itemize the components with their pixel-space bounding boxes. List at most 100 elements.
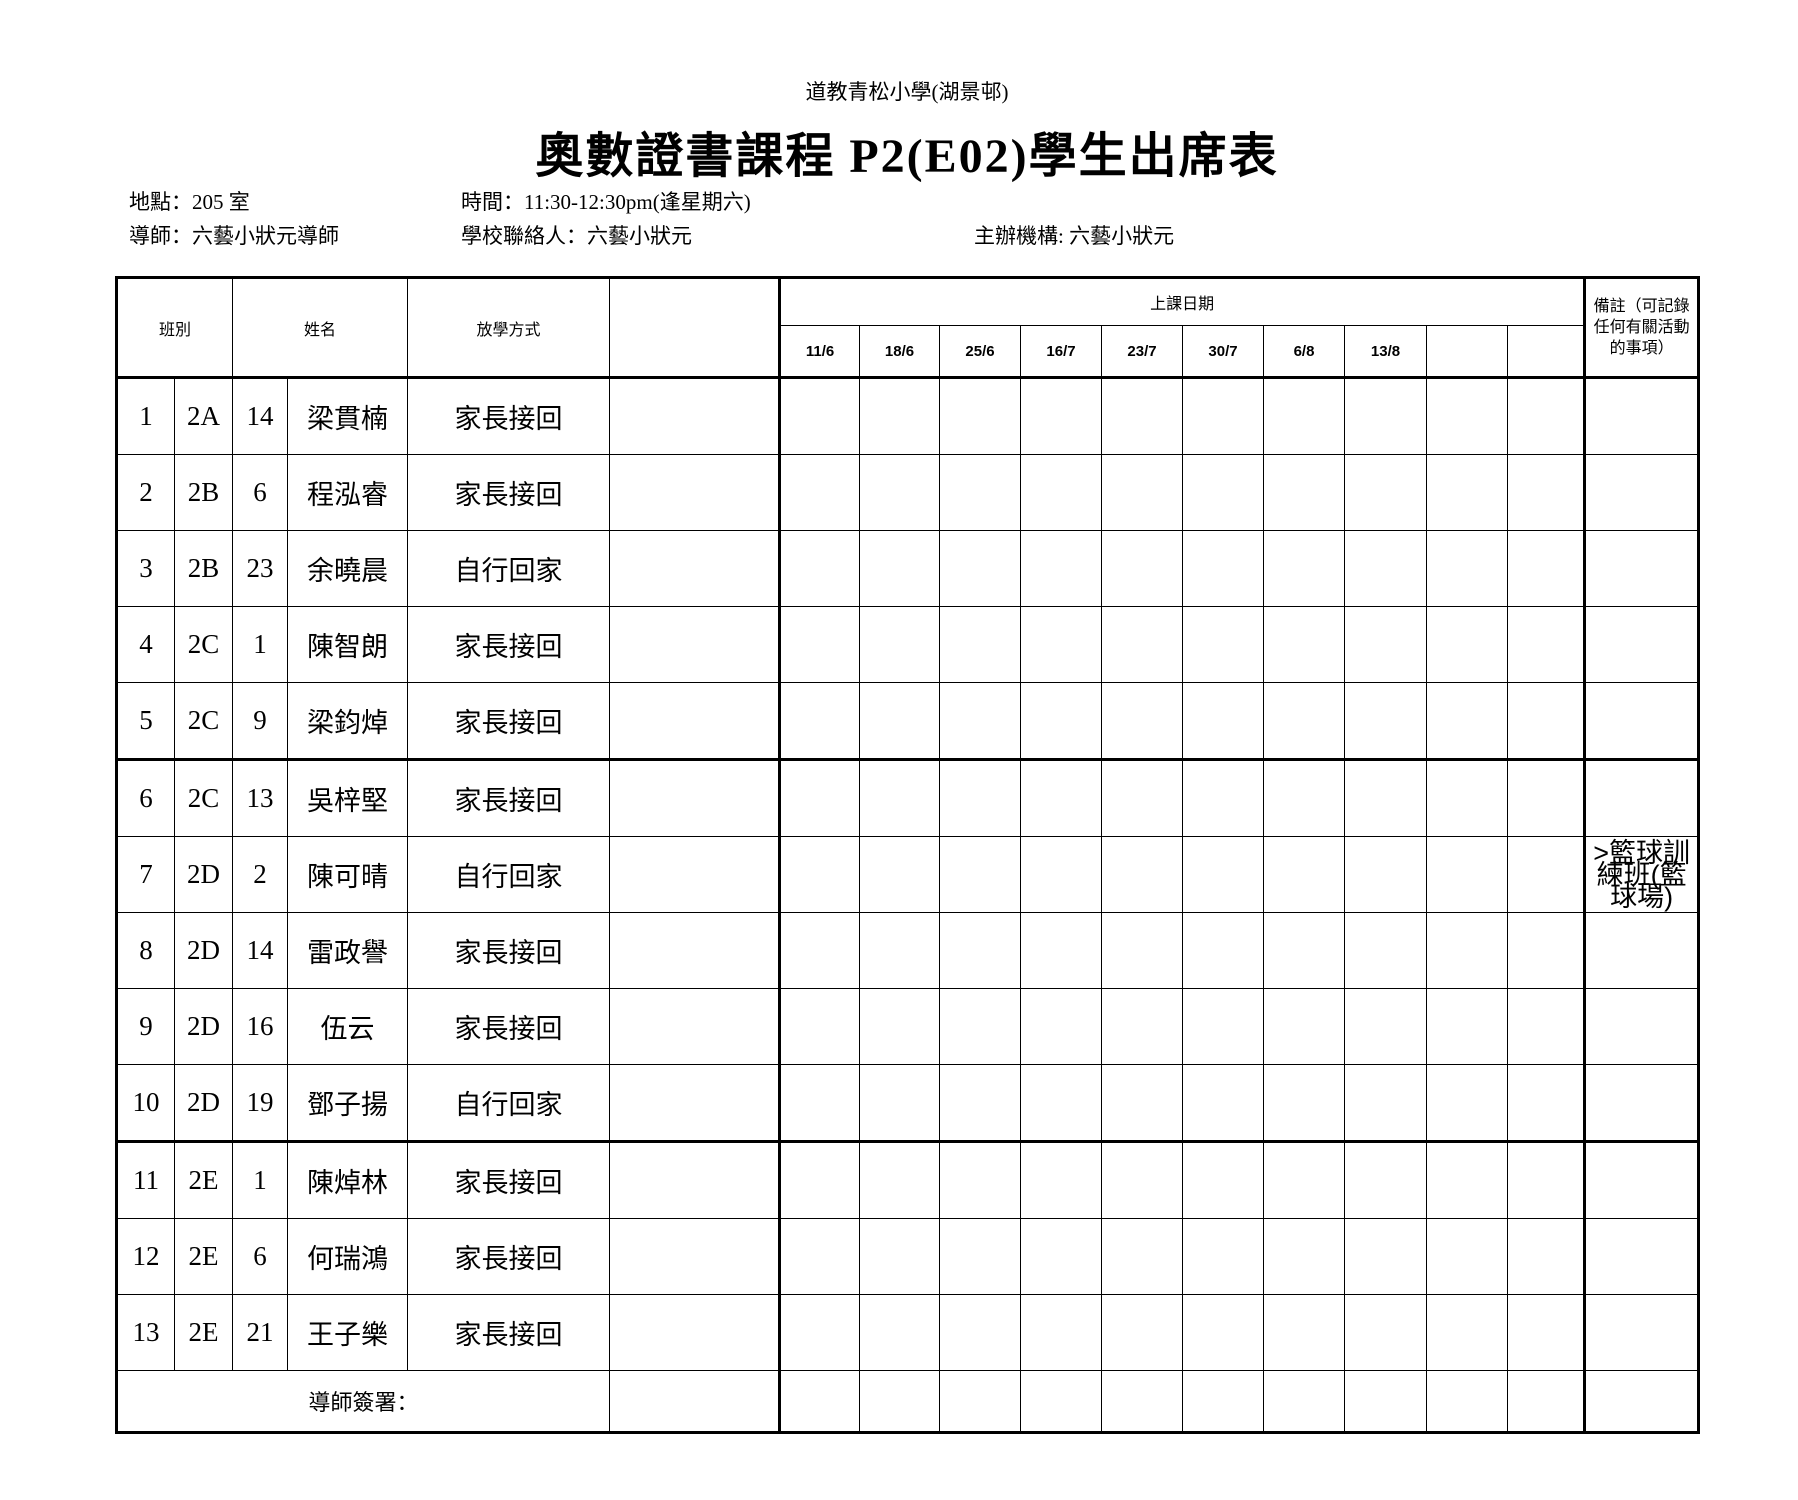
attendance-cell[interactable]	[1426, 758, 1509, 837]
attendance-cell[interactable]	[1426, 1140, 1509, 1219]
attendance-cell[interactable]	[1263, 1294, 1346, 1371]
attendance-cell[interactable]	[1101, 912, 1184, 989]
signature-cell[interactable]	[1507, 1370, 1586, 1433]
attendance-cell[interactable]	[778, 606, 861, 683]
signature-cell[interactable]	[939, 1370, 1022, 1433]
attendance-cell[interactable]	[1426, 1218, 1509, 1295]
attendance-cell[interactable]	[1263, 988, 1346, 1065]
attendance-cell[interactable]	[1020, 758, 1103, 837]
attendance-cell[interactable]	[1101, 606, 1184, 683]
attendance-cell[interactable]	[939, 1064, 1022, 1142]
attendance-cell[interactable]	[1507, 606, 1586, 683]
signature-cell[interactable]	[1101, 1370, 1184, 1433]
attendance-cell[interactable]	[1507, 530, 1586, 607]
attendance-cell[interactable]	[1182, 758, 1265, 837]
signature-cell[interactable]	[1344, 1370, 1428, 1433]
attendance-cell[interactable]	[1344, 1140, 1428, 1219]
attendance-cell[interactable]	[1507, 988, 1586, 1065]
attendance-cell[interactable]	[859, 454, 941, 531]
attendance-cell[interactable]	[1101, 454, 1184, 531]
signature-cell[interactable]	[1426, 1370, 1509, 1433]
attendance-cell[interactable]	[778, 454, 861, 531]
attendance-cell[interactable]	[1101, 836, 1184, 913]
attendance-cell[interactable]	[1182, 454, 1265, 531]
attendance-cell[interactable]	[1020, 1218, 1103, 1295]
attendance-cell[interactable]	[859, 1218, 941, 1295]
attendance-cell[interactable]	[939, 377, 1022, 455]
attendance-cell[interactable]	[1426, 454, 1509, 531]
attendance-cell[interactable]	[939, 454, 1022, 531]
attendance-cell[interactable]	[859, 988, 941, 1065]
attendance-cell[interactable]	[939, 1294, 1022, 1371]
attendance-cell[interactable]	[1263, 377, 1346, 455]
signature-cell[interactable]	[859, 1370, 941, 1433]
attendance-cell[interactable]	[1182, 988, 1265, 1065]
attendance-cell[interactable]	[1507, 836, 1586, 913]
attendance-cell[interactable]	[1263, 1064, 1346, 1142]
attendance-cell[interactable]	[778, 758, 861, 837]
attendance-cell[interactable]	[939, 682, 1022, 760]
attendance-cell[interactable]	[1507, 1140, 1586, 1219]
attendance-cell[interactable]	[859, 606, 941, 683]
attendance-cell[interactable]	[1263, 682, 1346, 760]
attendance-cell[interactable]	[939, 1218, 1022, 1295]
attendance-cell[interactable]	[1020, 454, 1103, 531]
attendance-cell[interactable]	[1101, 1064, 1184, 1142]
attendance-cell[interactable]	[1344, 682, 1428, 760]
attendance-cell[interactable]	[1344, 454, 1428, 531]
attendance-cell[interactable]	[859, 758, 941, 837]
attendance-cell[interactable]	[859, 1294, 941, 1371]
attendance-cell[interactable]	[859, 1064, 941, 1142]
attendance-cell[interactable]	[1426, 1294, 1509, 1371]
attendance-cell[interactable]	[1507, 912, 1586, 989]
attendance-cell[interactable]	[1101, 988, 1184, 1065]
attendance-cell[interactable]	[1020, 988, 1103, 1065]
attendance-cell[interactable]	[1344, 606, 1428, 683]
signature-cell[interactable]	[778, 1370, 861, 1433]
attendance-cell[interactable]	[859, 530, 941, 607]
attendance-cell[interactable]	[939, 758, 1022, 837]
attendance-cell[interactable]	[1344, 377, 1428, 455]
signature-cell[interactable]	[1182, 1370, 1265, 1433]
attendance-cell[interactable]	[778, 912, 861, 989]
attendance-cell[interactable]	[1020, 1294, 1103, 1371]
attendance-cell[interactable]	[1020, 1140, 1103, 1219]
attendance-cell[interactable]	[1263, 1218, 1346, 1295]
attendance-cell[interactable]	[1101, 530, 1184, 607]
attendance-cell[interactable]	[939, 836, 1022, 913]
attendance-cell[interactable]	[1182, 1064, 1265, 1142]
attendance-cell[interactable]	[1020, 606, 1103, 683]
attendance-cell[interactable]	[1344, 758, 1428, 837]
attendance-cell[interactable]	[1507, 454, 1586, 531]
attendance-cell[interactable]	[1020, 912, 1103, 989]
attendance-cell[interactable]	[1344, 1218, 1428, 1295]
attendance-cell[interactable]	[1020, 377, 1103, 455]
attendance-cell[interactable]	[1426, 912, 1509, 989]
attendance-cell[interactable]	[1344, 912, 1428, 989]
attendance-cell[interactable]	[1263, 912, 1346, 989]
attendance-cell[interactable]	[1182, 377, 1265, 455]
attendance-cell[interactable]	[939, 606, 1022, 683]
attendance-cell[interactable]	[1507, 682, 1586, 760]
attendance-cell[interactable]	[1101, 682, 1184, 760]
attendance-cell[interactable]	[1101, 1294, 1184, 1371]
attendance-cell[interactable]	[778, 1064, 861, 1142]
attendance-cell[interactable]	[778, 836, 861, 913]
attendance-cell[interactable]	[1344, 530, 1428, 607]
attendance-cell[interactable]	[859, 682, 941, 760]
attendance-cell[interactable]	[1020, 530, 1103, 607]
attendance-cell[interactable]	[778, 988, 861, 1065]
attendance-cell[interactable]	[1507, 758, 1586, 837]
attendance-cell[interactable]	[1344, 1294, 1428, 1371]
attendance-cell[interactable]	[1020, 836, 1103, 913]
attendance-cell[interactable]	[1101, 758, 1184, 837]
attendance-cell[interactable]	[1507, 377, 1586, 455]
signature-cell[interactable]	[1020, 1370, 1103, 1433]
attendance-cell[interactable]	[859, 836, 941, 913]
attendance-cell[interactable]	[1426, 606, 1509, 683]
attendance-cell[interactable]	[1182, 1140, 1265, 1219]
attendance-cell[interactable]	[1101, 1140, 1184, 1219]
attendance-cell[interactable]	[1344, 836, 1428, 913]
attendance-cell[interactable]	[778, 1294, 861, 1371]
attendance-cell[interactable]	[859, 1140, 941, 1219]
